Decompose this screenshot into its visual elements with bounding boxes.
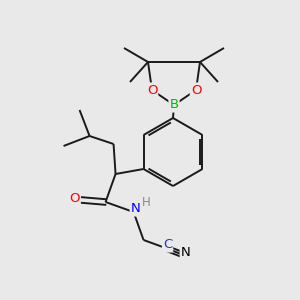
Text: N: N <box>181 245 190 259</box>
Text: O: O <box>147 83 157 97</box>
Text: N: N <box>131 202 140 215</box>
Text: C: C <box>163 238 172 251</box>
Text: B: B <box>169 98 178 112</box>
Text: O: O <box>69 193 80 206</box>
Text: H: H <box>142 196 151 209</box>
Text: O: O <box>191 83 201 97</box>
